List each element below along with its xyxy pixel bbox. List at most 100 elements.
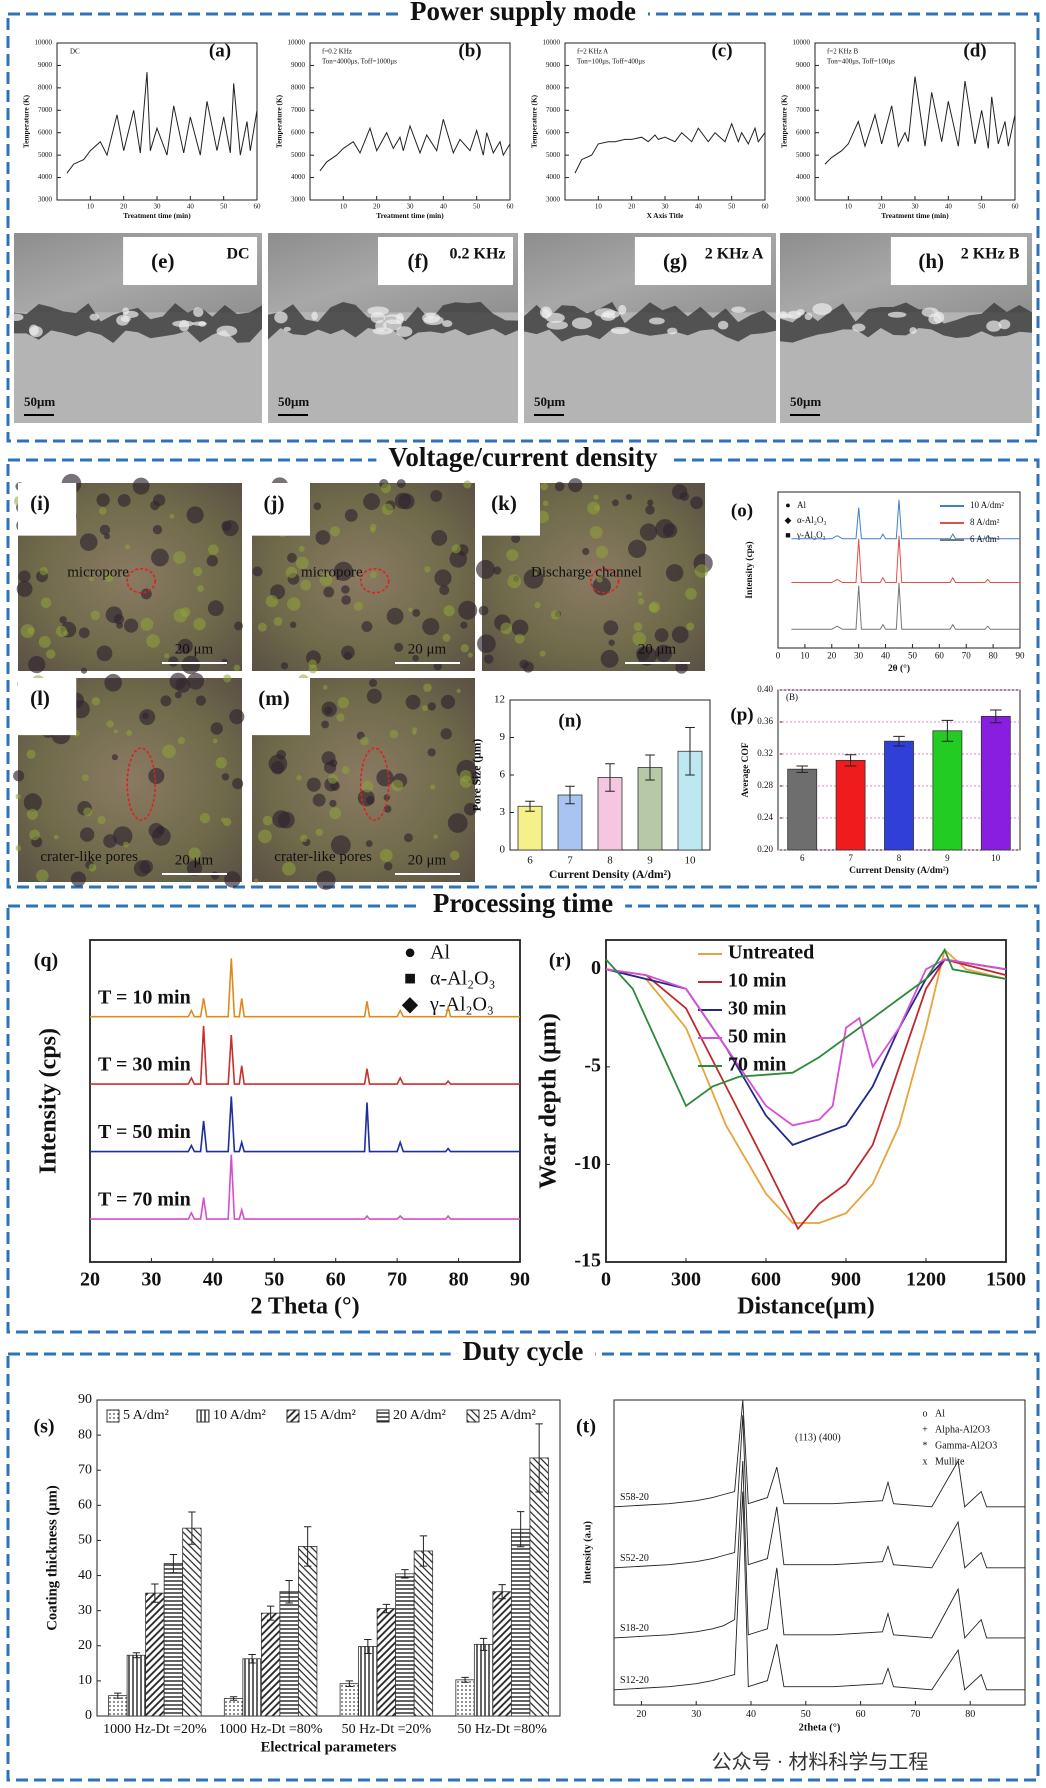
micrograph-pore xyxy=(152,524,163,535)
micrograph-pore xyxy=(18,570,31,583)
y-tick-label: 5000 xyxy=(38,151,53,159)
micrograph-pore xyxy=(639,523,658,541)
error-bar xyxy=(132,1652,141,1659)
bar xyxy=(787,768,818,851)
micrograph-grain xyxy=(595,545,609,559)
x-tick-label: 50 Hz-Dt =80% xyxy=(457,1722,547,1737)
panel-label: (q) xyxy=(34,950,58,972)
sem-pore xyxy=(178,319,190,332)
x-tick-label: 40 xyxy=(187,202,195,210)
bar xyxy=(835,760,866,851)
legend-symbol: ■ xyxy=(404,968,416,990)
error-bar xyxy=(401,1569,409,1579)
x-axis-label: 2theta (°) xyxy=(799,1722,841,1733)
y-tick-label: 7000 xyxy=(796,106,811,114)
micrograph-grain xyxy=(637,591,643,597)
image-label: (g) xyxy=(663,249,688,273)
sem-pore xyxy=(909,327,917,334)
x-tick-label: 1000 Hz-Dt =20% xyxy=(103,1722,207,1737)
micrograph-grain xyxy=(412,730,417,735)
x-tick-label: 50 xyxy=(220,202,228,210)
x-tick-label: 20 xyxy=(373,202,381,210)
micrograph-pore xyxy=(383,862,393,871)
sem-pore xyxy=(717,320,729,330)
y-tick-label: 6 xyxy=(500,769,506,781)
micrograph-pore xyxy=(324,706,333,715)
panel-label: (d) xyxy=(963,40,986,61)
micrograph-pore xyxy=(582,547,590,556)
micrograph-grain xyxy=(140,617,154,631)
micrograph-pore xyxy=(458,600,478,620)
scale-bar-label: 20 μm xyxy=(408,641,447,657)
data-line xyxy=(66,72,258,174)
x-tick-label: 6 xyxy=(527,855,533,867)
bar xyxy=(529,1457,549,1717)
highlight-ring xyxy=(126,747,156,821)
bar xyxy=(376,1608,397,1717)
x-tick-label: 20 xyxy=(878,202,886,210)
micrograph-grain xyxy=(296,775,302,781)
sem-pore xyxy=(216,325,238,337)
micrograph-grain xyxy=(295,556,309,570)
micrograph-grain xyxy=(463,480,472,489)
micrograph-grain xyxy=(534,602,541,609)
image-annotation: crater-like pores xyxy=(40,849,138,865)
micrograph-grain xyxy=(83,807,93,817)
y-axis-label: Pore Size (μm) xyxy=(472,739,484,812)
x-tick-label: 20 xyxy=(827,651,837,661)
micrograph-grain xyxy=(39,567,48,576)
scale-bar-label: 50μm xyxy=(24,394,55,409)
micrograph-grain xyxy=(298,545,305,552)
x-tick-label: 30 xyxy=(854,651,864,661)
x-axis-label: Current Density (A/dm²) xyxy=(849,865,949,876)
micrograph-grain xyxy=(97,815,106,825)
x-tick-label: 40 xyxy=(881,651,891,661)
legend-swatch xyxy=(286,1409,300,1423)
y-tick-label: 9000 xyxy=(546,61,561,69)
panel-label: (p) xyxy=(730,704,753,725)
y-tick-label: 0.36 xyxy=(757,716,773,726)
micrograph-grain xyxy=(38,635,51,648)
section-title: Duty cycle xyxy=(463,1336,584,1366)
label-notch xyxy=(252,483,310,536)
annotation: DC xyxy=(70,48,80,56)
data-line xyxy=(791,582,1020,630)
micrograph-pore xyxy=(329,799,337,808)
micrograph-pore xyxy=(103,834,117,848)
micrograph-grain xyxy=(208,544,219,555)
x-axis-label: Treatment time (min) xyxy=(123,211,191,220)
sem-pore xyxy=(283,326,291,332)
annotation: f=0.2 KHz xyxy=(322,48,352,56)
micrograph-grain xyxy=(514,633,525,644)
y-tick-label: 0.32 xyxy=(757,748,773,758)
error-bar xyxy=(188,1511,196,1545)
micrograph-pore xyxy=(427,702,436,711)
micrograph-pore xyxy=(343,651,352,661)
y-tick-label: 6000 xyxy=(291,128,306,136)
legend-swatch xyxy=(196,1409,210,1423)
y-tick-label: 4000 xyxy=(291,173,306,181)
series-label: T = 30 min xyxy=(98,1054,191,1076)
error-bar xyxy=(303,1526,312,1567)
micrograph-grain xyxy=(442,633,451,642)
sem-pore xyxy=(804,312,813,321)
micrograph-grain xyxy=(15,845,22,852)
legend-label: 10 A/dm² xyxy=(213,1408,266,1423)
x-tick-label: 40 xyxy=(945,202,953,210)
micrograph-pore xyxy=(671,484,688,500)
micrograph-pore xyxy=(427,748,436,757)
micrograph-pore xyxy=(316,870,336,890)
x-tick-label: 1500 xyxy=(986,1269,1026,1291)
micrograph-pore xyxy=(315,530,331,545)
section-title-bg xyxy=(397,0,649,28)
micrograph-grain xyxy=(62,630,69,637)
label-notch xyxy=(18,483,77,536)
micrograph-pore xyxy=(434,569,452,587)
micrograph-grain xyxy=(424,566,431,573)
micrograph-pore xyxy=(321,751,336,766)
micrograph-pore xyxy=(440,694,456,710)
data-line xyxy=(605,947,1007,1108)
legend-symbol: ● xyxy=(785,500,790,510)
micrograph-grain xyxy=(71,571,76,577)
micrograph-grain xyxy=(328,774,338,784)
